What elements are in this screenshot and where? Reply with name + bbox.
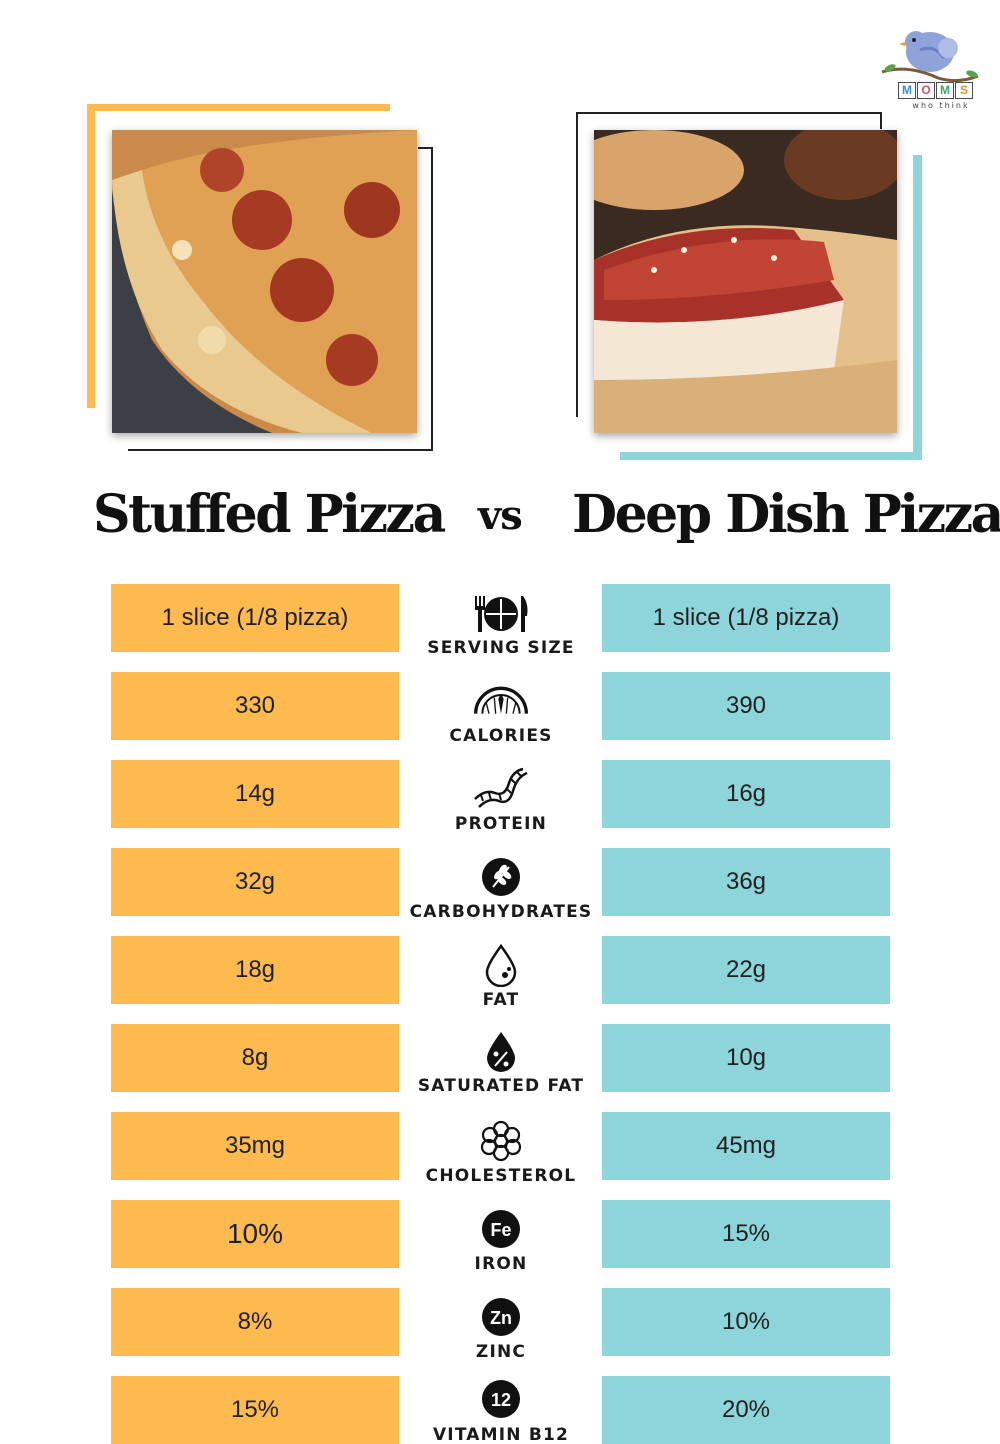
- vs-label: vs: [478, 492, 523, 539]
- deep-dish-fat: 22g: [602, 936, 890, 1004]
- gauge-icon: [469, 679, 533, 723]
- stuffed-pizza-serving-size: 1 slice (1/8 pizza): [111, 584, 399, 652]
- deep-dish-protein: 16g: [602, 760, 890, 828]
- nutrient-label: CHOLESTEROL: [425, 1166, 577, 1186]
- nutrient-label: PROTEIN: [454, 814, 548, 834]
- svg-text:Zn: Zn: [490, 1308, 512, 1328]
- stuffed-pizza-zinc: 8%: [111, 1288, 399, 1356]
- svg-text:Fe: Fe: [490, 1220, 511, 1240]
- utensils-plate-icon: [469, 591, 533, 635]
- zinc-zn-icon: Zn: [469, 1295, 533, 1339]
- moms-who-think-logo: M O M S who think: [878, 20, 983, 112]
- photo-outline-frame: [880, 112, 882, 129]
- nutrient-serving-size: SERVING SIZE: [400, 578, 602, 658]
- logo-tagline: who think: [912, 101, 970, 110]
- teal-frame-accent: [913, 155, 922, 460]
- stuffed-pizza-vitamin-b12: 15%: [111, 1376, 399, 1444]
- orange-frame-accent: [87, 104, 390, 111]
- logo-letter: M: [898, 82, 916, 99]
- deep-dish-iron: 15%: [602, 1200, 890, 1268]
- nutrient-iron: Fe IRON: [400, 1194, 602, 1274]
- stuffed-pizza-photo: [112, 130, 417, 433]
- stuffed-pizza-cholesterol: 35mg: [111, 1112, 399, 1180]
- logo-letter: M: [936, 82, 954, 99]
- nutrient-zinc: Zn ZINC: [400, 1282, 602, 1362]
- nutrient-vitamin-b12: 12 VITAMIN B12: [400, 1360, 602, 1440]
- nutrient-label: CALORIES: [449, 726, 553, 746]
- deep-dish-calories: 390: [602, 672, 890, 740]
- logo-letter: O: [917, 82, 935, 99]
- iron-fe-icon: Fe: [469, 1207, 533, 1251]
- droplet-icon: [469, 943, 533, 987]
- stuffed-pizza-calories: 330: [111, 672, 399, 740]
- stuffed-pizza-carbohydrates: 32g: [111, 848, 399, 916]
- stuffed-pizza-iron: 10%: [111, 1200, 399, 1268]
- nutrient-label: CARBOHYDRATES: [409, 902, 593, 922]
- nutrient-calories: CALORIES: [400, 666, 602, 746]
- orange-frame-accent: [87, 104, 95, 408]
- photo-outline-frame: [418, 147, 433, 149]
- nutrient-label: IRON: [474, 1254, 528, 1274]
- nutrient-saturated-fat: SATURATED FAT: [400, 1016, 602, 1096]
- nutrient-cholesterol: CHOLESTEROL: [400, 1106, 602, 1186]
- svg-text:12: 12: [491, 1390, 511, 1410]
- stuffed-pizza-fat: 18g: [111, 936, 399, 1004]
- bird-icon: [881, 31, 979, 83]
- logo-letter: S: [955, 82, 973, 99]
- deep-dish-vitamin-b12: 20%: [602, 1376, 890, 1444]
- protein-helix-icon: [469, 767, 533, 811]
- cholesterol-molecule-icon: [469, 1119, 533, 1163]
- nutrient-protein: PROTEIN: [400, 754, 602, 834]
- nutrient-label: VITAMIN B12: [432, 1425, 570, 1440]
- nutrient-label: FAT: [482, 990, 520, 1010]
- vitamin-b12-icon: 12: [469, 1377, 533, 1421]
- deep-dish-zinc: 10%: [602, 1288, 890, 1356]
- deep-dish-carbohydrates: 36g: [602, 848, 890, 916]
- nutrient-label: SATURATED FAT: [417, 1076, 585, 1096]
- photo-outline-frame: [576, 112, 882, 417]
- nutrient-fat: FAT: [400, 930, 602, 1010]
- left-title: Stuffed Pizza: [93, 484, 446, 545]
- deep-dish-serving-size: 1 slice (1/8 pizza): [602, 584, 890, 652]
- percent-drop-icon: [469, 1029, 533, 1073]
- wheat-icon: [469, 855, 533, 899]
- teal-frame-accent: [620, 452, 922, 460]
- stuffed-pizza-protein: 14g: [111, 760, 399, 828]
- nutrient-carbohydrates: CARBOHYDRATES: [400, 842, 602, 922]
- nutrient-label: ZINC: [475, 1342, 527, 1362]
- nutrient-label: SERVING SIZE: [427, 638, 575, 658]
- deep-dish-cholesterol: 45mg: [602, 1112, 890, 1180]
- deep-dish-saturated-fat: 10g: [602, 1024, 890, 1092]
- photo-outline-frame: [128, 147, 433, 451]
- deep-dish-pizza-photo: [594, 130, 897, 433]
- stuffed-pizza-saturated-fat: 8g: [111, 1024, 399, 1092]
- right-title: Deep Dish Pizza: [572, 484, 1000, 545]
